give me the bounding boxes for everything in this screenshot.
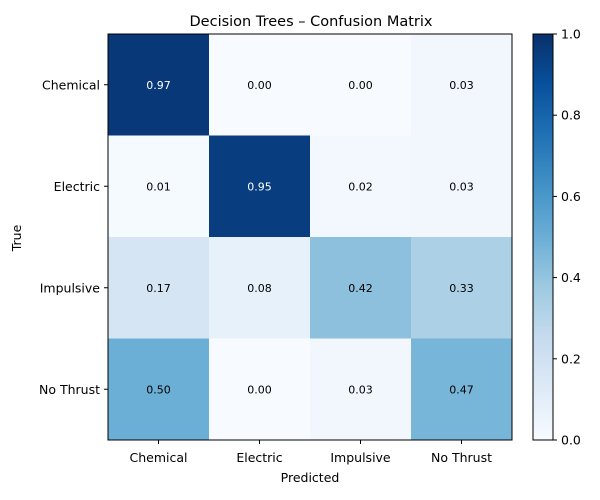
colorbar-ticks: 0.0 0.2 0.4 0.6 0.8 1.0 (553, 27, 581, 448)
cell-value-label: 0.08 (247, 282, 272, 295)
heatmap-cell (411, 34, 513, 136)
cell-value-label: 0.00 (247, 383, 272, 396)
cell-value-label: 0.33 (449, 282, 474, 295)
heatmap-cell (411, 135, 513, 238)
heatmap-cell (411, 237, 513, 339)
x-tick-label: Chemical (130, 450, 188, 465)
x-axis-ticks: Chemical Electric Impulsive No Thrust (130, 440, 492, 465)
heatmap-cell (209, 135, 311, 238)
heatmap-cell (209, 237, 311, 339)
heatmap-cell (310, 135, 412, 238)
colorbar-tick-label: 0.0 (561, 433, 581, 448)
colorbar-tick-label: 0.8 (561, 108, 581, 123)
heatmap-cell (108, 135, 210, 238)
cell-value-label: 0.00 (247, 79, 272, 92)
cell-value-label: 0.02 (348, 180, 373, 193)
cell-value-label: 0.42 (348, 282, 373, 295)
cell-value-label: 0.03 (449, 79, 474, 92)
heatmap-cell (209, 338, 311, 441)
x-tick-label: Impulsive (330, 450, 391, 465)
heatmap-cell (411, 338, 513, 441)
y-tick-label: Chemical (42, 77, 100, 92)
colorbar-tick-label: 0.2 (561, 351, 581, 366)
heatmap-cell (310, 338, 412, 441)
chart-title: Decision Trees – Confusion Matrix (190, 14, 433, 30)
colorbar-tick-label: 0.4 (561, 270, 581, 285)
cell-value-label: 0.17 (146, 282, 171, 295)
x-tick-label: No Thrust (431, 450, 492, 465)
colorbar-tick-label: 0.6 (561, 189, 581, 204)
heatmap-cell (209, 34, 311, 136)
cell-value-label: 0.95 (247, 180, 272, 193)
cell-value-label: 0.00 (348, 79, 373, 92)
y-tick-label: No Thrust (39, 382, 100, 397)
heatmap-cells: 0.97 0.00 0.00 0.03 0.01 0.95 0.02 0.03 0.17 0.08… (108, 34, 513, 441)
y-axis-label: True (9, 224, 24, 252)
heatmap-cell (108, 237, 210, 339)
heatmap-cell (108, 34, 210, 136)
y-tick-label: Electric (54, 179, 100, 194)
cell-value-label: 0.01 (146, 180, 171, 193)
x-axis-label: Predicted (281, 470, 340, 485)
plot-frame (107, 33, 513, 441)
heatmap-cell (310, 34, 412, 136)
heatmap-cell (108, 338, 210, 441)
y-tick-label: Impulsive (40, 280, 101, 295)
colorbar-tick-label: 1.0 (561, 27, 581, 42)
cell-value-label: 0.50 (146, 383, 171, 396)
y-axis-ticks: Chemical Electric Impulsive No Thrust (39, 77, 108, 397)
heatmap-cell (310, 237, 412, 339)
colorbar (532, 33, 554, 441)
cell-value-label: 0.03 (449, 180, 474, 193)
cell-value-label: 0.47 (449, 383, 474, 396)
cell-value-label: 0.97 (146, 79, 171, 92)
x-tick-label: Electric (236, 450, 282, 465)
cell-value-label: 0.03 (348, 383, 373, 396)
